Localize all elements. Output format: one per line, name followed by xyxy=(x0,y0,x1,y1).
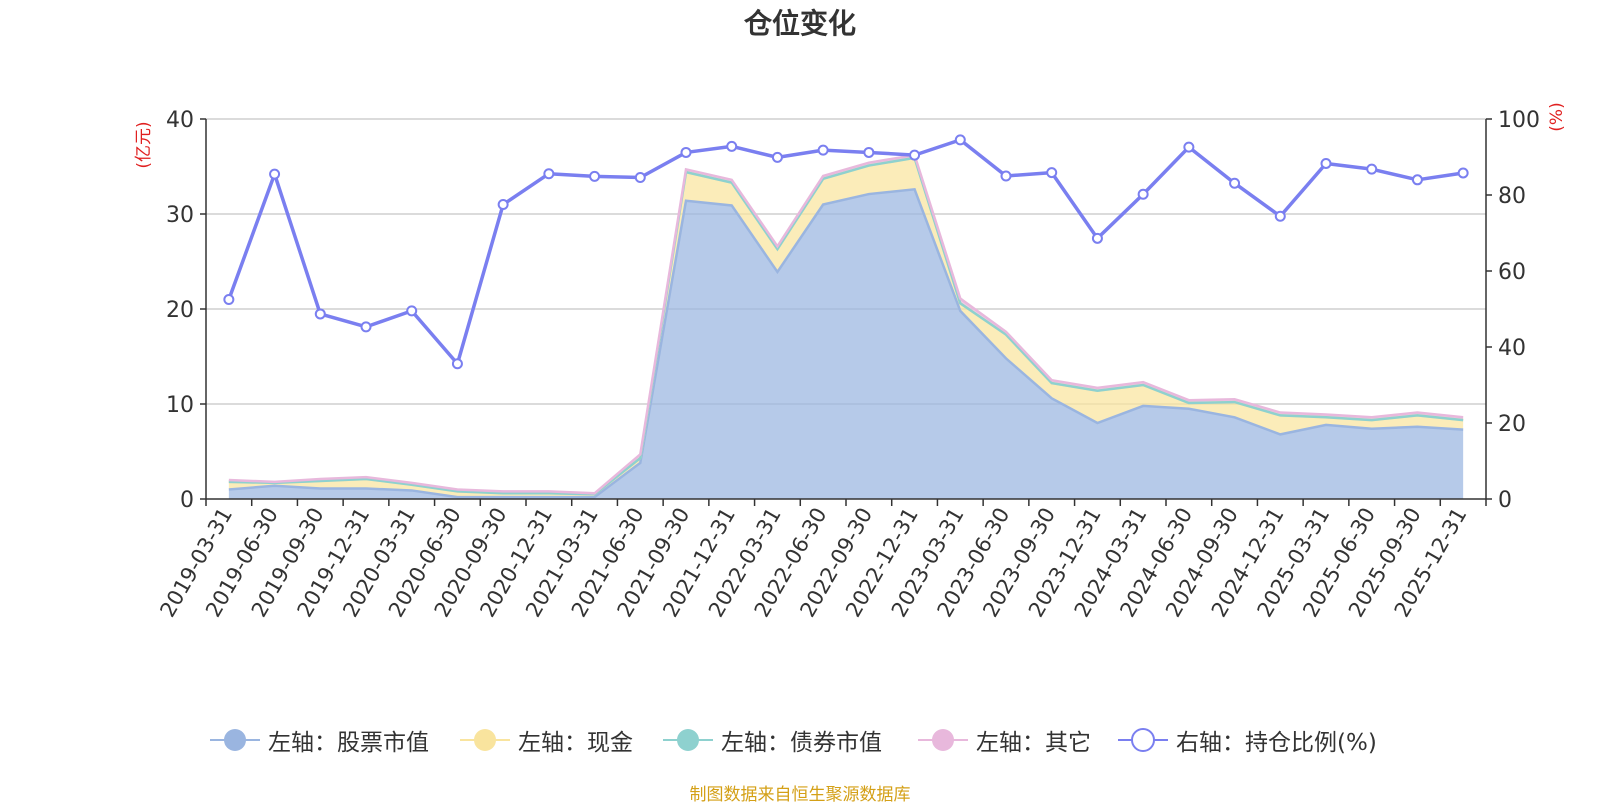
ratio-point xyxy=(360,321,372,333)
legend: 左轴：股票市值 左轴：现金 左轴：债券市值 左轴：其它 右轴：持仓比例(%) xyxy=(0,722,1600,758)
right-axis-tick-label: 40 xyxy=(1498,336,1526,361)
legend-other-swatch-icon xyxy=(918,729,968,751)
ratio-point xyxy=(1183,141,1195,153)
ratio-point xyxy=(863,146,875,158)
ratio-point xyxy=(223,294,235,305)
ratio-point xyxy=(771,151,783,163)
right-axis-tick-label: 60 xyxy=(1498,260,1526,285)
ratio-point xyxy=(817,144,829,156)
area-line-series-0 xyxy=(228,187,1464,499)
left-axis-tick-label: 10 xyxy=(166,393,194,418)
legend-bond-label: 左轴：债券市值 xyxy=(721,730,882,756)
area-series-0 xyxy=(228,189,1464,500)
right-axis-unit-label: (%) xyxy=(1547,102,1567,131)
area-line-series-2 xyxy=(228,156,1464,496)
legend-cash-swatch-icon xyxy=(460,729,510,751)
legend-ratio-label: 右轴：持仓比例(%) xyxy=(1176,730,1377,756)
data-source-note: 制图数据来自恒生聚源数据库 xyxy=(689,785,911,805)
ratio-point xyxy=(1320,157,1332,169)
ratio-point xyxy=(909,149,921,161)
ratio-point xyxy=(680,146,692,158)
ratio-point xyxy=(1366,163,1378,175)
ratio-point xyxy=(1046,167,1058,179)
left-axis-tick-label: 0 xyxy=(180,488,194,513)
ratio-point xyxy=(269,168,281,180)
ratio-point xyxy=(406,305,418,317)
ratio-point xyxy=(543,168,555,180)
legend-item-bond[interactable]: 左轴：债券市值 xyxy=(663,722,882,758)
left-axis-tick-label: 40 xyxy=(166,108,194,133)
left-axis-unit-label: (亿元) xyxy=(134,121,154,168)
legend-other-label: 左轴：其它 xyxy=(976,730,1091,756)
ratio-point xyxy=(1274,210,1286,222)
legend-item-other[interactable]: 左轴：其它 xyxy=(918,722,1091,758)
right-axis-tick-label: 0 xyxy=(1498,488,1512,513)
legend-item-stock[interactable]: 左轴：股票市值 xyxy=(210,722,429,758)
ratio-point xyxy=(451,358,463,370)
ratio-point xyxy=(589,170,601,182)
ratio-point xyxy=(954,134,966,146)
ratio-point xyxy=(1091,232,1103,244)
chart-title: 仓位变化 xyxy=(743,7,856,40)
ratio-point xyxy=(634,172,646,184)
ratio-point xyxy=(1229,177,1241,189)
legend-ratio-swatch-icon xyxy=(1118,728,1168,752)
ratio-point xyxy=(497,199,509,210)
left-axis-tick-label: 20 xyxy=(166,298,194,323)
ratio-point xyxy=(1457,167,1469,179)
legend-item-cash[interactable]: 左轴：现金 xyxy=(460,722,633,758)
ratio-point xyxy=(1000,170,1012,182)
ratio-point xyxy=(1137,188,1149,200)
ratio-point xyxy=(1411,174,1423,186)
ratio-line xyxy=(227,138,1464,366)
legend-stock-swatch-icon xyxy=(210,729,260,751)
right-axis-tick-label: 80 xyxy=(1498,184,1526,209)
legend-stock-label: 左轴：股票市值 xyxy=(268,730,429,756)
area-line-series-3 xyxy=(228,153,1464,495)
ratio-point xyxy=(314,308,326,320)
legend-cash-label: 左轴：现金 xyxy=(518,730,633,756)
right-axis-tick-label: 20 xyxy=(1498,412,1526,437)
right-axis-tick-label: 100 xyxy=(1498,108,1540,133)
legend-bond-swatch-icon xyxy=(663,729,713,751)
ratio-point xyxy=(726,140,738,152)
left-axis-tick-label: 30 xyxy=(166,203,194,228)
legend-item-ratio[interactable]: 右轴：持仓比例(%) xyxy=(1118,722,1377,758)
